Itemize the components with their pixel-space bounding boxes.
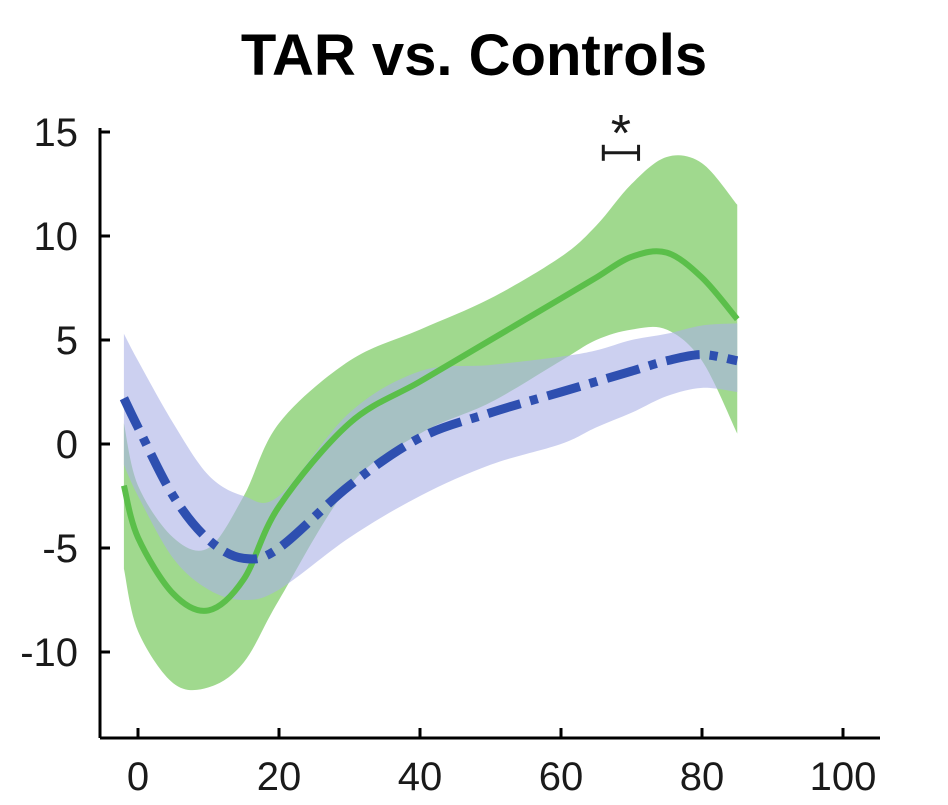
- y-tick-label: 5: [56, 319, 78, 363]
- annotations: *: [601, 105, 641, 163]
- significance-asterisk: *: [611, 105, 631, 163]
- chart-title: TAR vs. Controls: [241, 23, 707, 88]
- x-tick-label: 0: [127, 755, 149, 799]
- x-tick-label: 40: [398, 755, 443, 799]
- y-tick-label: -5: [42, 527, 78, 571]
- axes: 0 20 40 60 80 100 15 10 5 0 -5 -10: [20, 111, 880, 799]
- x-tick-label: 20: [257, 755, 302, 799]
- y-tick-label: 0: [56, 423, 78, 467]
- y-tick-label: 15: [34, 111, 79, 155]
- confidence-band-2: [123, 323, 738, 600]
- y-tick-label: -10: [20, 631, 78, 675]
- y-tick-label: 10: [34, 215, 79, 259]
- x-tick-label: 60: [539, 755, 584, 799]
- x-tick-label: 100: [810, 755, 877, 799]
- confidence-bands: [123, 155, 738, 691]
- series-lines: [119, 248, 740, 614]
- x-tick-label: 80: [680, 755, 725, 799]
- series-line-1: [120, 248, 740, 614]
- series-line-2: [119, 350, 739, 564]
